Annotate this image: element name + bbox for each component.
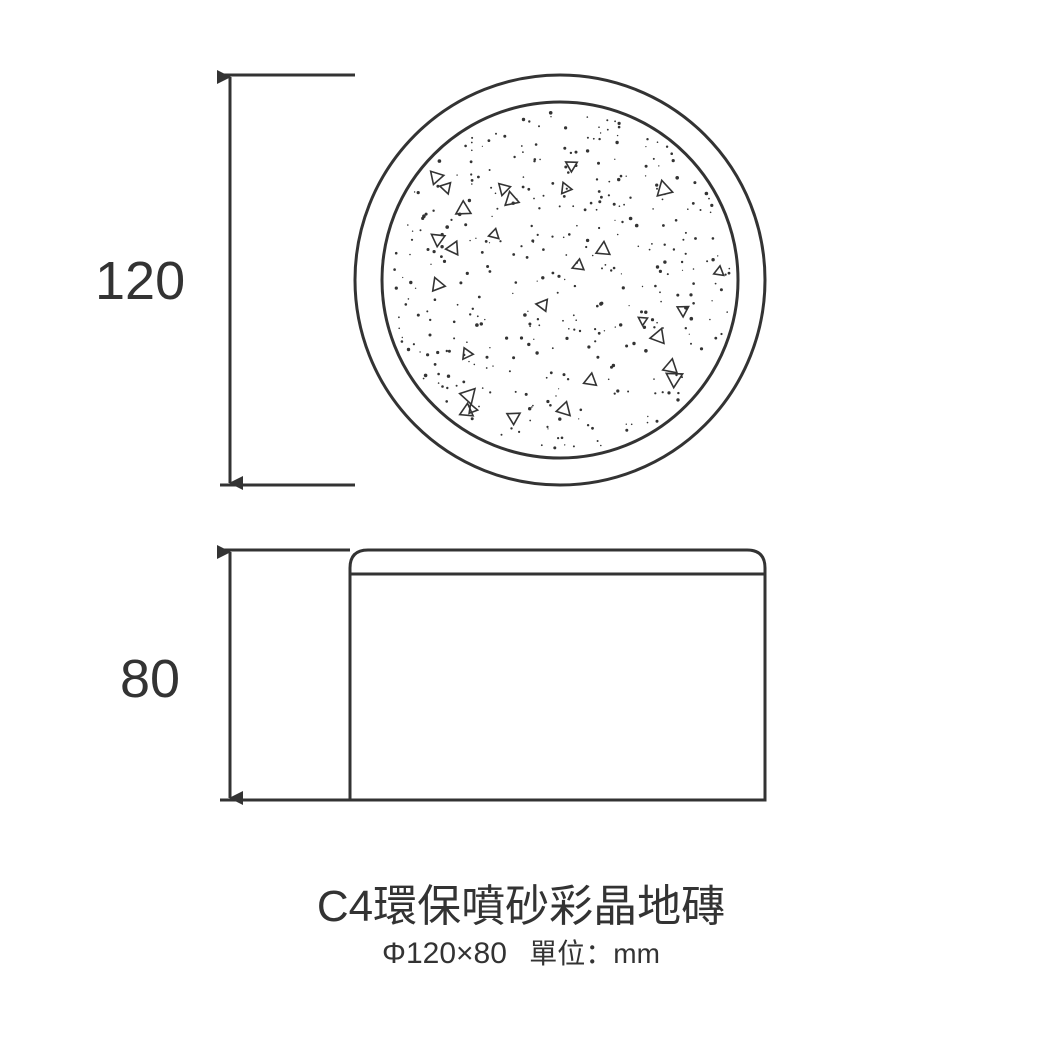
product-title: C4環保噴砂彩晶地磚 <box>0 870 1042 934</box>
side-view <box>350 550 765 800</box>
diameter-value: 120 <box>95 250 185 312</box>
speckle-texture <box>393 111 730 449</box>
dimension-height <box>220 550 350 800</box>
height-value: 80 <box>120 648 180 710</box>
unit-label: 單位：mm <box>529 938 660 969</box>
dimension-diameter <box>220 75 355 485</box>
product-subtitle: Φ120×80 單位：mm <box>0 932 1042 972</box>
top-view <box>355 75 765 485</box>
size-spec: Φ120×80 <box>382 937 507 970</box>
